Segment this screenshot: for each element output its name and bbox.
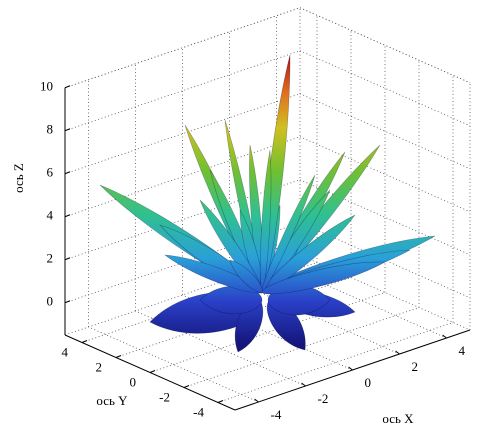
box-edge	[64, 7, 301, 89]
z-tick-label: 6	[47, 165, 54, 180]
z-tick-label: 2	[47, 251, 54, 266]
grid-line	[299, 50, 471, 127]
z-tick	[64, 214, 71, 218]
x-axis-label: ось X	[382, 411, 414, 426]
x-tick	[301, 382, 306, 387]
z-tick-label: 10	[40, 79, 53, 94]
y-tick	[81, 340, 88, 343]
y-tick-label: 4	[62, 344, 69, 359]
grid-line	[299, 222, 471, 299]
z-tick-label: 0	[47, 294, 54, 309]
grid-line	[299, 93, 471, 170]
axes: 0 2 4 6 8 10 -4 -2 0 2 4 -4 -2 0 2 4	[40, 79, 471, 422]
z-tick-label: 4	[47, 208, 54, 223]
grid-line	[64, 50, 301, 132]
z-axis-label: ось Z	[11, 163, 26, 193]
surface-lobe	[261, 261, 387, 295]
z-tick	[64, 128, 71, 132]
z-tick	[64, 171, 71, 175]
box-edge	[299, 7, 471, 84]
y-tick	[217, 400, 224, 403]
z-tick-label: 8	[47, 122, 54, 137]
box-edge	[299, 254, 471, 331]
y-tick	[149, 370, 156, 373]
z-tick	[64, 85, 71, 89]
grid-line	[299, 136, 471, 213]
grid-line	[88, 326, 259, 403]
z-tick	[64, 300, 71, 304]
x-tick	[442, 334, 447, 339]
x-tick	[395, 350, 400, 355]
x-tick-label: 0	[365, 375, 372, 390]
surface-lobe	[261, 174, 316, 293]
grid-line	[299, 179, 471, 256]
y-tick	[115, 355, 122, 358]
y-tick-label: 0	[130, 374, 137, 389]
grid-line	[183, 307, 420, 388]
y-tick-label: -2	[159, 389, 170, 404]
surface	[99, 54, 436, 353]
y-tick-label: 2	[96, 359, 103, 374]
z-tick	[64, 257, 71, 261]
y-tick	[183, 385, 190, 388]
x-tick-label: 2	[412, 359, 419, 374]
x-tick	[254, 398, 259, 403]
x-tick-label: -4	[271, 407, 282, 422]
grid-line	[217, 322, 454, 403]
y-tick-label: -4	[193, 404, 204, 419]
x-tick-label: -2	[318, 391, 329, 406]
surface-lobe	[259, 149, 272, 293]
grid-line	[64, 93, 301, 175]
grid-line	[64, 136, 301, 218]
surface-lobe	[229, 259, 263, 293]
x-tick-label: 4	[459, 343, 466, 358]
y-axis-label: ось Y	[96, 393, 128, 408]
grid-line	[64, 179, 301, 261]
x-tick	[348, 366, 353, 371]
